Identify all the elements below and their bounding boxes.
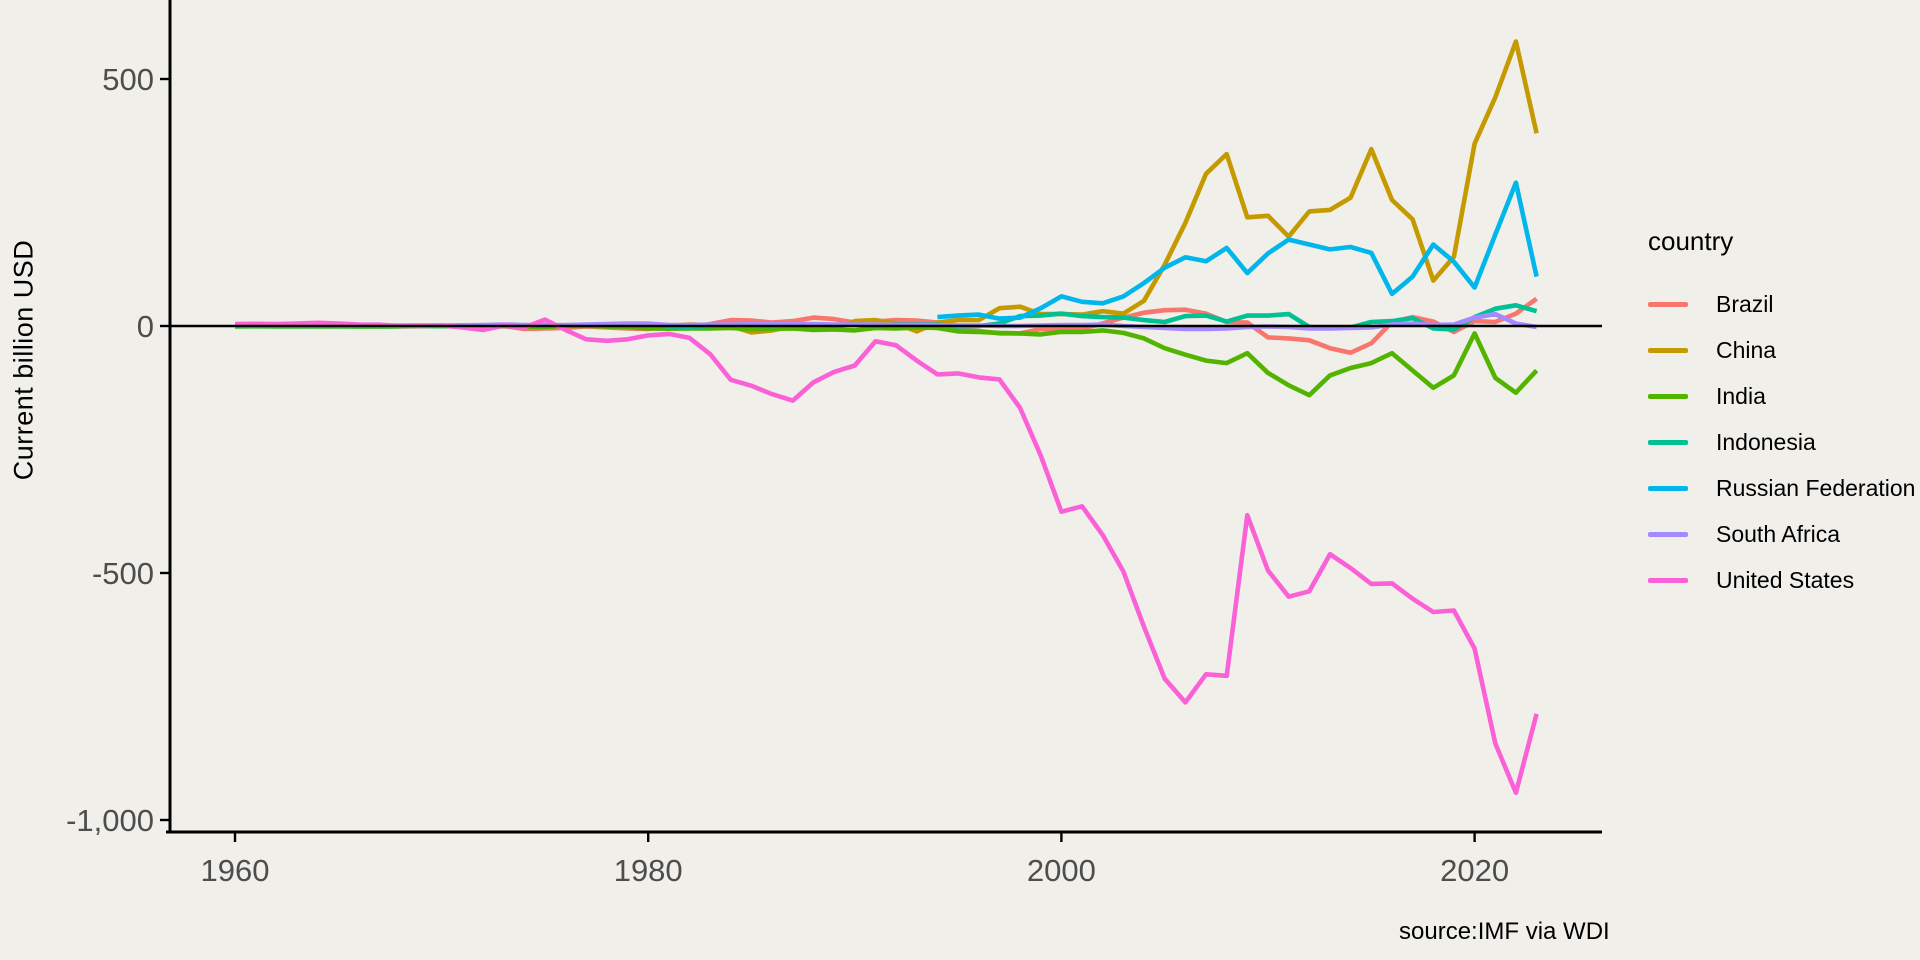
legend-label: South Africa: [1716, 520, 1841, 547]
legend-item-brazil: Brazil: [1648, 281, 1915, 327]
x-tick-label: 2000: [1027, 853, 1096, 888]
legend-swatch: [1648, 393, 1688, 399]
x-tick-label: 1980: [614, 853, 683, 888]
series-line-united-states: [234, 317, 1539, 796]
legend-item-united-states: United States: [1648, 557, 1915, 603]
legend-title: country: [1648, 226, 1734, 256]
legend-items: Brazil China India Indonesia Russian Federat…: [1648, 281, 1915, 603]
series-line-russian-federation: [937, 180, 1539, 321]
y-tick-label: -500: [92, 556, 154, 591]
y-tick-label: 0: [137, 309, 154, 344]
legend-item-china: China: [1648, 327, 1915, 373]
legend-swatch: [1648, 301, 1688, 307]
source-caption: source:IMF via WDI: [1399, 918, 1610, 945]
legend-swatch: [1648, 439, 1688, 445]
series-line-china: [235, 39, 1539, 335]
legend-swatch: [1648, 531, 1688, 537]
legend-swatch: [1648, 347, 1688, 353]
series-line-india: [234, 323, 1539, 398]
legend-swatch: [1648, 577, 1688, 583]
legend: country Brazil China India Indonesia Russian…: [1648, 226, 1915, 603]
x-tick-label: 2020: [1440, 853, 1509, 888]
legend-label: China: [1716, 336, 1777, 363]
legend-item-russian-federation: Russian Federation: [1648, 465, 1915, 511]
legend-label: Russian Federation: [1716, 474, 1916, 501]
y-tick-label: -1,000: [66, 803, 154, 838]
legend-item-indonesia: Indonesia: [1648, 419, 1915, 465]
y-axis-title: Current billion USD: [8, 239, 39, 481]
x-tick-label: 1960: [201, 853, 270, 888]
y-tick-label: 500: [102, 62, 154, 97]
legend-label: Brazil: [1716, 290, 1774, 317]
legend-swatch: [1648, 485, 1688, 491]
legend-label: Indonesia: [1716, 428, 1816, 455]
legend-label: United States: [1716, 566, 1855, 593]
legend-label: India: [1716, 382, 1766, 409]
legend-item-india: India: [1648, 373, 1915, 419]
legend-item-south-africa: South Africa: [1648, 511, 1915, 557]
